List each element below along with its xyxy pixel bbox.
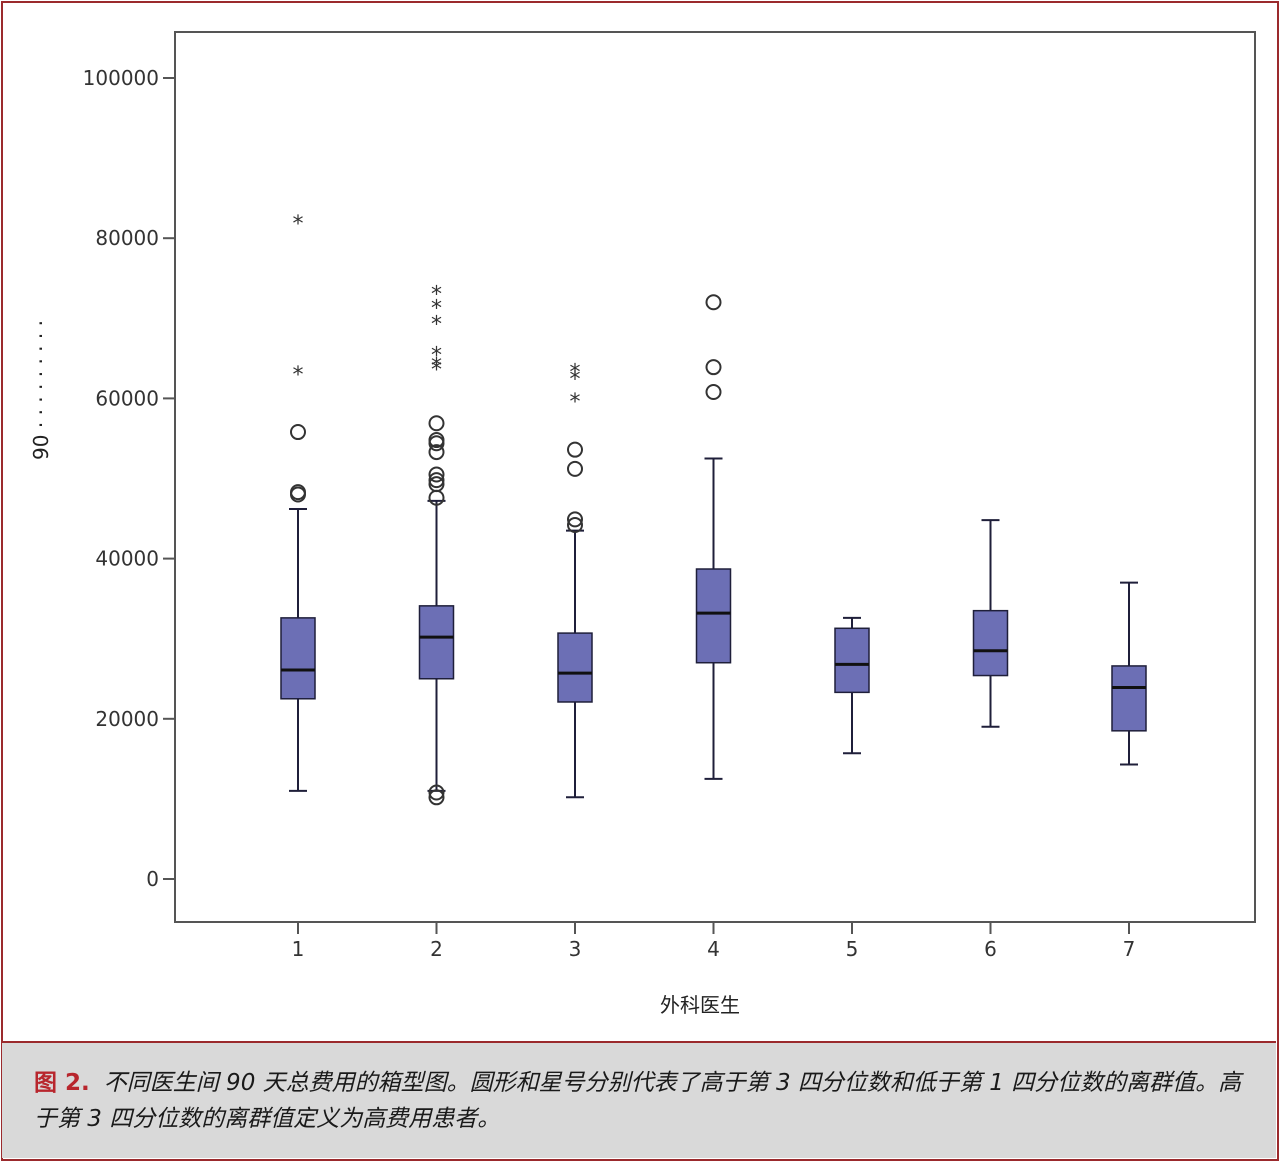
- outlier-circle: [428, 784, 445, 801]
- box-group-1: **: [280, 212, 316, 792]
- x-tick-label: 2: [430, 937, 443, 961]
- outlier-star: *: [570, 390, 581, 415]
- box-iqr: [418, 605, 455, 680]
- x-tick-label: 7: [1123, 937, 1136, 961]
- outlier-circle: [428, 415, 445, 432]
- outlier-circle: [428, 472, 445, 489]
- outlier-circle: [428, 435, 445, 452]
- outlier-star: *: [431, 312, 442, 337]
- x-tick-label: 6: [984, 937, 997, 961]
- outlier-circle: [428, 466, 445, 483]
- outlier-circle: [428, 476, 445, 493]
- figure-caption: 图 2. 不同医生间 90 天总费用的箱型图。圆形和星号分别代表了高于第 3 四分…: [2, 1041, 1276, 1158]
- caption-text: 不同医生间 90 天总费用的箱型图。圆形和星号分别代表了高于第 3 四分位数和低…: [34, 1070, 1242, 1132]
- y-tick-label: 80000: [95, 226, 159, 250]
- box-group-5: [834, 616, 870, 755]
- outlier-star: *: [431, 358, 442, 383]
- x-axis-title: 外科医生: [660, 993, 740, 1017]
- x-tick-label: 1: [292, 937, 305, 961]
- outlier-circle: [567, 441, 583, 458]
- outlier-circle: [290, 424, 306, 441]
- x-tick-label: 3: [569, 937, 582, 961]
- outlier-circle: [428, 789, 445, 806]
- y-tick-label: 100000: [83, 66, 159, 90]
- y-tick-label: 60000: [95, 386, 159, 410]
- box-series: ***********: [280, 212, 1147, 806]
- outlier-star: *: [293, 212, 304, 237]
- outlier-star: *: [431, 296, 442, 321]
- outlier-circle: [705, 294, 722, 311]
- y-tick-label: 20000: [95, 707, 159, 731]
- outlier-circle: [567, 460, 583, 477]
- outlier-star: *: [570, 360, 581, 385]
- box-group-4: [695, 294, 732, 780]
- box-group-6: [972, 519, 1009, 728]
- outlier-star: *: [431, 344, 442, 369]
- plot-area: [174, 31, 1256, 923]
- outlier-star: *: [431, 354, 442, 379]
- outlier-star: *: [431, 283, 442, 308]
- x-tick-label: 4: [707, 937, 720, 961]
- y-tick-label: 0: [146, 867, 159, 891]
- box-iqr: [557, 632, 593, 703]
- outlier-circle: [705, 383, 722, 400]
- box-group-2: ******: [418, 283, 455, 806]
- outlier-circle: [290, 484, 306, 501]
- outlier-circle: [428, 444, 445, 461]
- outlier-circle: [567, 511, 583, 528]
- y-axis: 0 20000 40000 60000 80000 100000: [83, 66, 175, 891]
- y-tick-label: 40000: [95, 547, 159, 571]
- y-axis-title: 90 · · · · · · · · ·: [29, 320, 53, 460]
- x-axis: 1 2 3 4 5 6 7: [292, 922, 1136, 961]
- outlier-circle: [705, 359, 722, 376]
- outlier-circle: [567, 516, 583, 533]
- box-iqr: [972, 609, 1009, 677]
- outlier-star: *: [293, 363, 304, 388]
- box-group-7: [1111, 581, 1147, 766]
- box-iqr: [1111, 665, 1147, 732]
- box-group-3: ***: [557, 360, 593, 799]
- outlier-circle: [428, 432, 445, 449]
- box-iqr: [695, 568, 732, 664]
- box-iqr: [280, 617, 316, 700]
- caption-label: 图 2.: [34, 1070, 90, 1096]
- outlier-star: *: [570, 368, 581, 393]
- x-tick-label: 5: [846, 937, 859, 961]
- box-iqr: [834, 627, 870, 694]
